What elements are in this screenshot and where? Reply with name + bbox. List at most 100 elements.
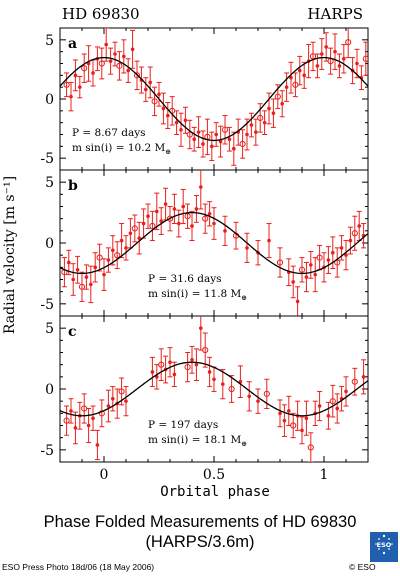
eso-logo-text: ESO	[377, 541, 392, 549]
y-tick-label: -5	[40, 151, 54, 167]
data-point-open	[228, 385, 235, 393]
data-point	[214, 132, 218, 137]
data-point	[201, 142, 205, 146]
data-point-open	[316, 254, 323, 261]
data-point	[361, 375, 366, 379]
data-point-open	[78, 283, 86, 290]
y-tick-label: 0	[45, 382, 54, 398]
data-point	[93, 265, 97, 270]
model-curve	[60, 56, 368, 142]
data-point	[326, 258, 331, 262]
data-point-open	[274, 93, 281, 100]
data-point-open	[98, 60, 105, 67]
mass-subscript: ⊕	[241, 440, 247, 448]
data-points	[63, 316, 367, 462]
data-point	[119, 238, 124, 243]
data-point	[245, 132, 249, 137]
data-point	[159, 219, 163, 223]
data-point	[227, 137, 232, 142]
data-point	[291, 280, 296, 284]
data-point	[69, 409, 73, 413]
data-point	[192, 137, 196, 142]
data-point	[199, 326, 203, 330]
data-point	[155, 209, 159, 214]
data-point	[84, 275, 89, 279]
data-point	[218, 139, 223, 144]
data-point	[317, 404, 322, 408]
mass-label: m sin(i) = 11.8 M⊕	[148, 288, 247, 302]
y-tick-label: 5	[45, 321, 54, 337]
data-point	[75, 267, 80, 272]
y-tick-label: 0	[45, 92, 54, 108]
panel-letter: c	[68, 324, 77, 340]
data-point	[254, 130, 258, 134]
data-point-open	[263, 390, 270, 397]
data-point	[111, 248, 115, 253]
model-curve	[60, 361, 368, 417]
mass-label: m sin(i) = 18.1 M⊕	[148, 434, 247, 448]
data-point	[337, 64, 342, 68]
mass-subscript: ⊕	[241, 294, 247, 302]
data-point	[91, 416, 95, 421]
data-point-open	[149, 222, 156, 230]
data-point	[124, 246, 128, 250]
data-point-open	[158, 361, 165, 368]
data-point	[78, 85, 82, 89]
data-point-open	[81, 65, 88, 72]
data-point	[174, 120, 179, 125]
model-curve	[60, 211, 368, 275]
data-point	[221, 382, 225, 386]
data-point	[148, 80, 152, 85]
data-point	[181, 204, 185, 209]
period-label: P = 8.67 days	[72, 127, 146, 139]
y-tick-label: 5	[45, 33, 54, 49]
panel-c: -5 0 5 0 0.5 1 c P = 197 days m sin(i) = 18.1 M⊕	[40, 315, 369, 483]
data-point	[91, 71, 95, 75]
data-point	[172, 207, 177, 211]
eso-logo: ESO	[370, 532, 398, 562]
data-point-open	[351, 230, 358, 237]
panel-letter: b	[68, 178, 78, 194]
data-point-open	[221, 126, 229, 133]
data-point	[271, 111, 276, 115]
data-point	[339, 246, 344, 250]
data-point	[212, 377, 216, 382]
data-point	[199, 185, 203, 189]
data-point	[223, 229, 227, 233]
caption-title: Phase Folded Measurements of HD 69830	[43, 513, 357, 531]
data-point	[287, 409, 291, 413]
data-point	[146, 214, 150, 219]
data-point-open	[345, 39, 352, 46]
data-point	[267, 106, 271, 111]
mass-label: m sin(i) = 10.2 M⊕	[72, 142, 171, 156]
data-point	[190, 358, 194, 362]
data-point	[282, 418, 287, 423]
data-point	[315, 64, 320, 68]
data-point-open	[202, 215, 209, 222]
data-point	[300, 428, 304, 433]
panel-b: -5 0 5 b P = 31.6 days m sin(i) = 11.8 M⊕	[40, 169, 369, 317]
data-point	[194, 362, 199, 367]
data-point	[295, 299, 300, 304]
data-point	[144, 87, 148, 92]
data-point	[102, 272, 106, 277]
data-point-open	[131, 225, 138, 232]
data-point	[163, 202, 168, 206]
data-point	[172, 372, 177, 377]
data-point	[126, 68, 130, 73]
data-point	[95, 443, 100, 447]
data-point	[106, 404, 111, 408]
data-point-open	[98, 410, 105, 417]
mass-subscript: ⊕	[165, 148, 171, 156]
data-points	[63, 28, 368, 166]
data-point	[304, 275, 309, 279]
data-point-open	[329, 398, 336, 405]
data-point	[355, 61, 359, 66]
data-point	[67, 260, 71, 265]
data-point	[108, 59, 113, 63]
data-point	[335, 406, 340, 411]
data-point	[320, 52, 324, 56]
data-point	[73, 73, 78, 78]
panel-letter: a	[68, 36, 77, 52]
data-point	[326, 413, 331, 418]
